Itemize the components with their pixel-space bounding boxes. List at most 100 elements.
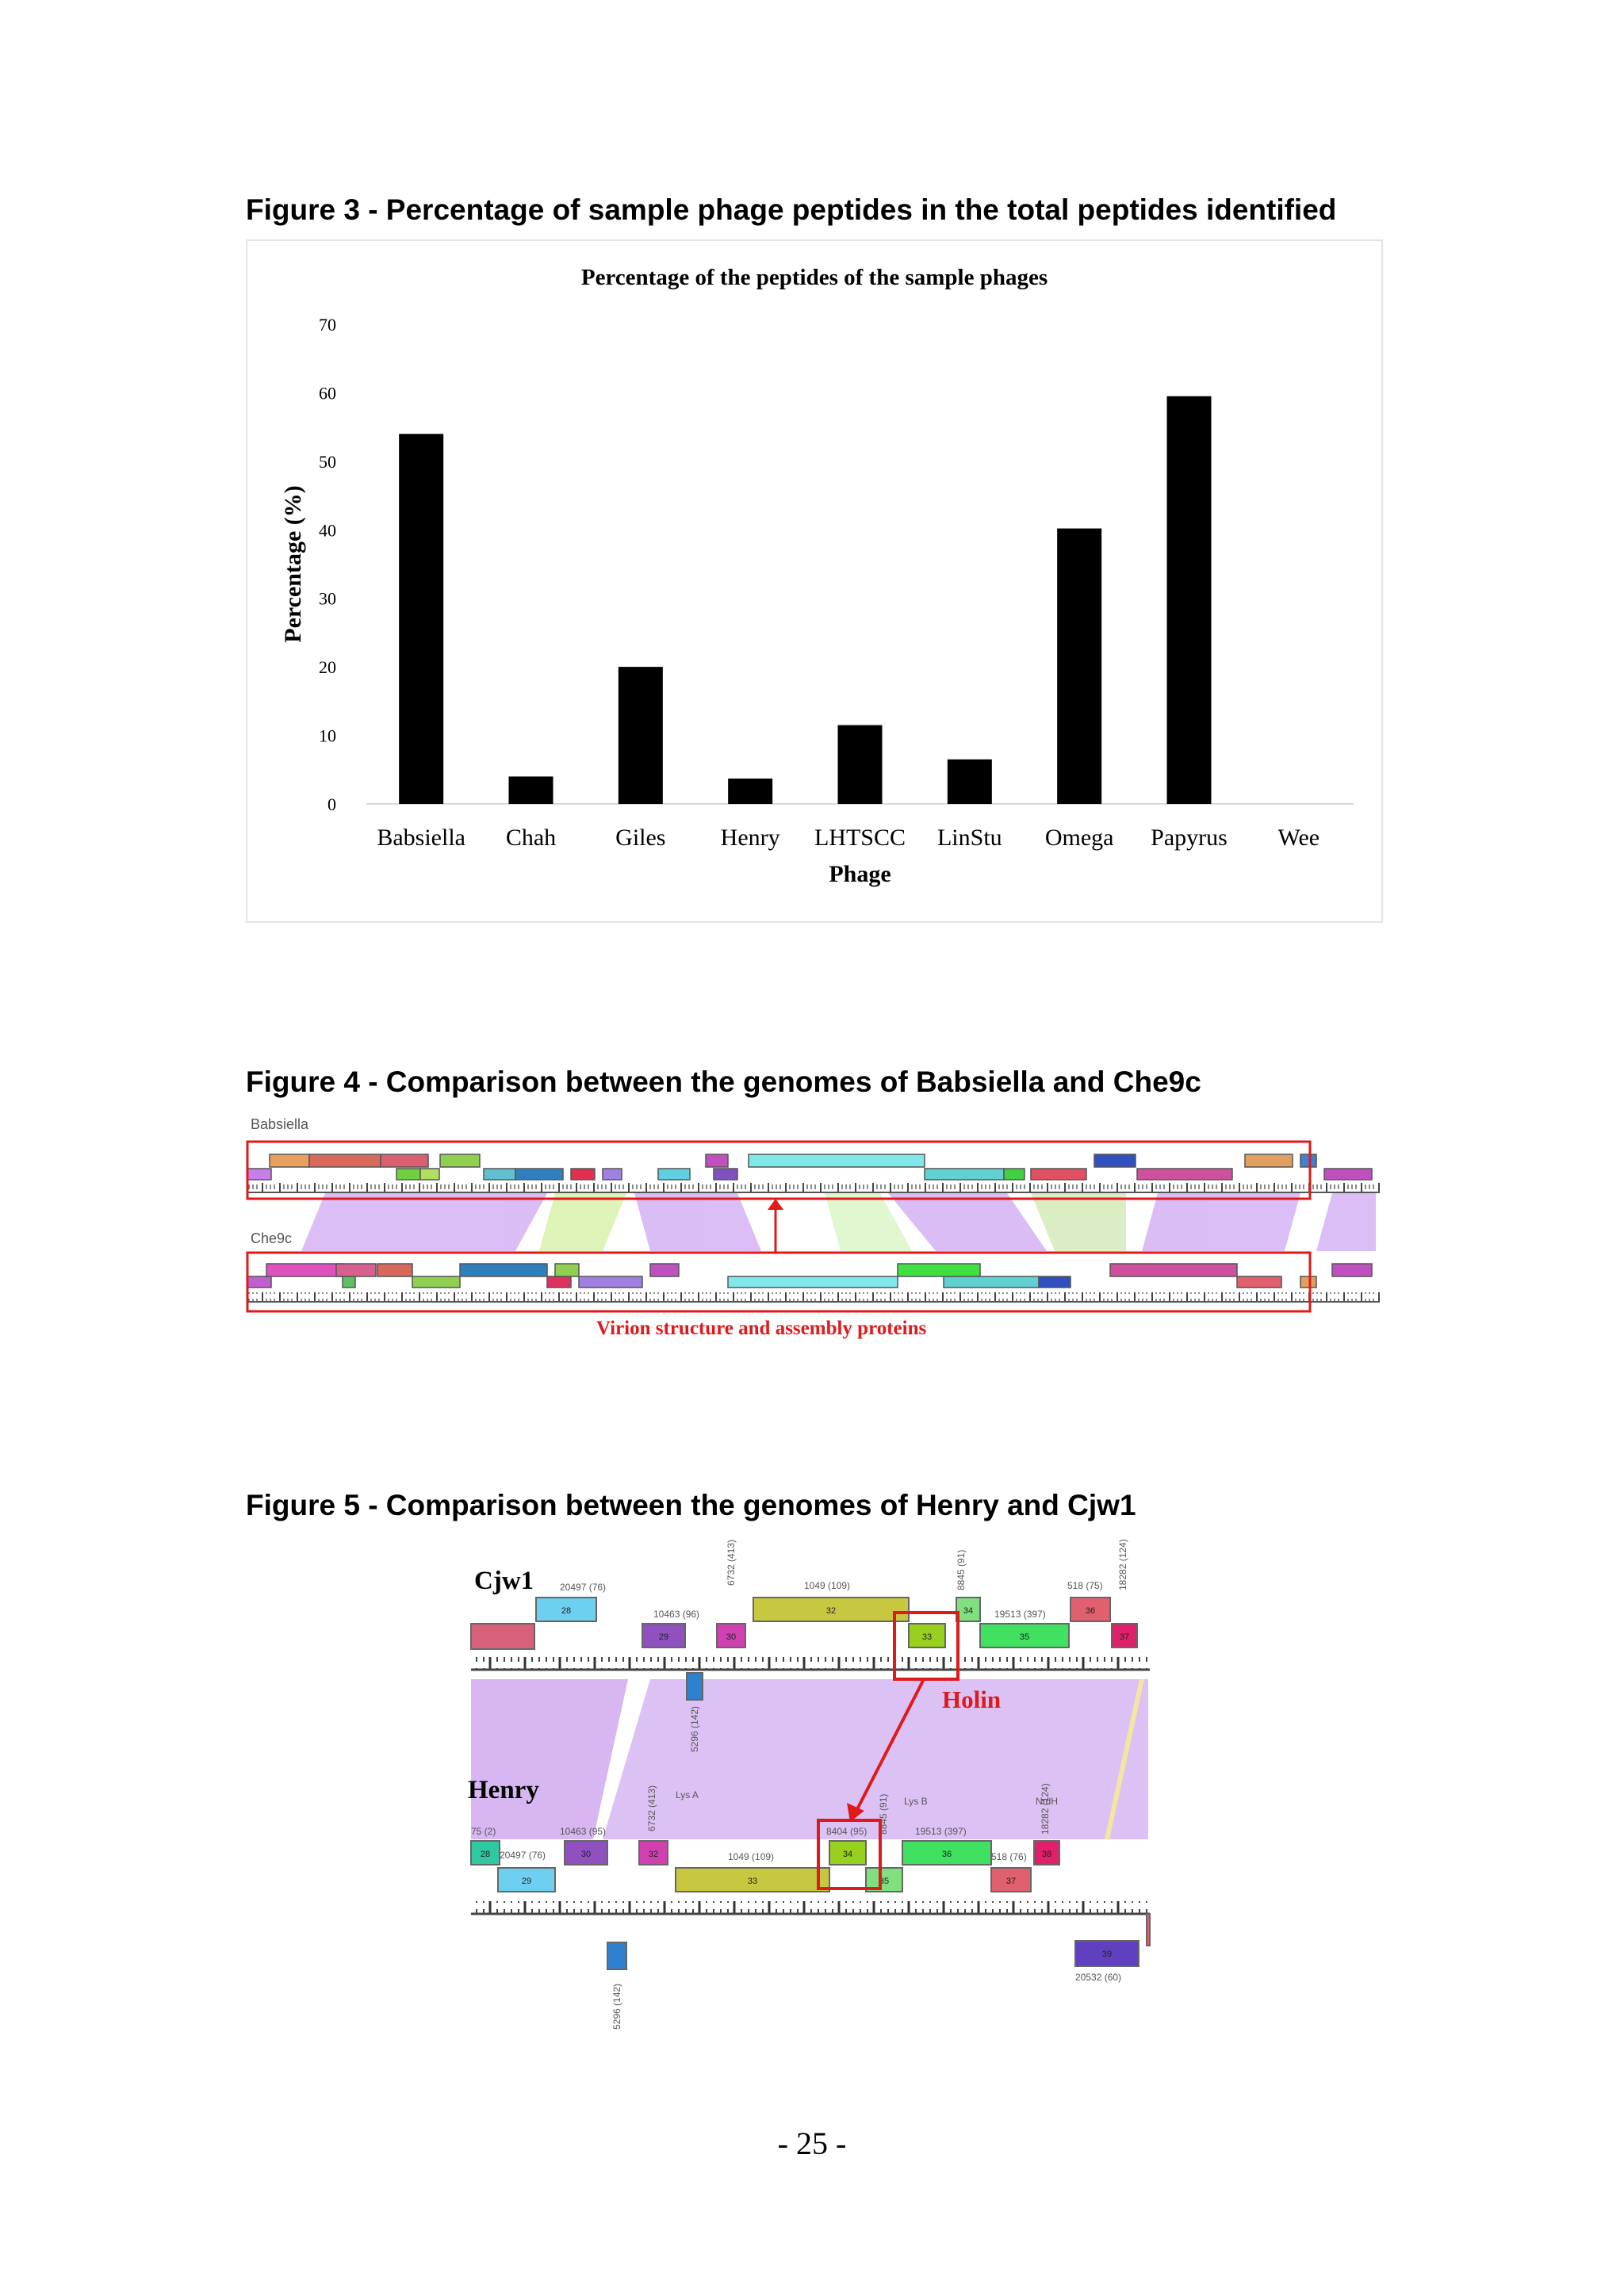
svg-text:1049 (109): 1049 (109) (728, 1851, 774, 1862)
svg-text:29: 29 (659, 1632, 668, 1642)
henry-genes (470, 1840, 1151, 1970)
bar-henry (728, 779, 773, 804)
y-tick-label: 50 (319, 452, 336, 472)
page-number: - 25 - (777, 2126, 847, 2161)
svg-text:19513 (397): 19513 (397) (915, 1826, 967, 1837)
holin-arrow-line (855, 1680, 925, 1812)
svg-text:32: 32 (826, 1606, 836, 1616)
genome-label-henry: Henry (468, 1776, 539, 1804)
svg-text:Lys A: Lys A (676, 1789, 699, 1800)
holin-box-henry (817, 1819, 882, 1890)
svg-text:10463 (96): 10463 (96) (653, 1609, 699, 1620)
y-tick-label: 60 (319, 383, 336, 403)
ruler-cjw1 (471, 1657, 1150, 1670)
svg-text:518 (75): 518 (75) (1067, 1580, 1103, 1591)
svg-text:32: 32 (649, 1850, 658, 1859)
bar-chart: Percentage of the peptides of the sample… (280, 265, 1354, 887)
chart-title: Percentage of the peptides of the sample… (581, 265, 1048, 290)
arrow-head (768, 1199, 783, 1210)
svg-text:30: 30 (581, 1850, 591, 1859)
ruler-bottom (247, 1292, 1380, 1302)
x-tick-label: LinStu (937, 825, 1002, 851)
svg-text:10463 (95): 10463 (95) (560, 1826, 606, 1837)
svg-text:Lys B: Lys B (904, 1796, 928, 1807)
y-tick-label: 0 (327, 794, 336, 814)
svg-text:19513 (397): 19513 (397) (994, 1609, 1046, 1620)
svg-text:8845 (91): 8845 (91) (956, 1550, 967, 1590)
y-tick-label: 40 (319, 520, 336, 540)
y-tick-label: 30 (319, 589, 336, 609)
svg-text:37: 37 (1006, 1877, 1016, 1886)
svg-text:33: 33 (922, 1632, 932, 1642)
holin-arrow-head (847, 1803, 864, 1822)
svg-text:5296 (142): 5296 (142) (611, 1984, 622, 2030)
svg-text:28: 28 (561, 1606, 571, 1616)
svg-text:33: 33 (748, 1877, 757, 1886)
svg-text:38: 38 (1042, 1850, 1051, 1859)
svg-text:34: 34 (963, 1606, 973, 1616)
svg-text:35: 35 (1020, 1632, 1029, 1642)
bar-babsiella (399, 434, 444, 804)
figure-4-caption: Figure 4 - Comparison between the genome… (246, 1066, 1201, 1098)
svg-text:34: 34 (843, 1850, 852, 1859)
svg-text:36: 36 (942, 1850, 952, 1859)
virion-annotation: Virion structure and assembly proteins (596, 1318, 927, 1339)
bar-chart-container: Percentage of the peptides of the sample… (246, 239, 1383, 923)
x-tick-label: Wee (1278, 825, 1320, 851)
highlight-box-top (246, 1140, 1312, 1200)
genome-label-cjw1: Cjw1 (474, 1567, 534, 1595)
y-tick-label: 10 (319, 726, 336, 746)
y-tick-label: 70 (319, 315, 336, 335)
svg-text:20497 (76): 20497 (76) (500, 1850, 546, 1861)
y-tick-label: 20 (319, 657, 336, 677)
y-axis-label: Percentage (%) (280, 485, 306, 643)
svg-text:NrdH: NrdH (1036, 1796, 1058, 1807)
svg-text:8845 (91): 8845 (91) (878, 1794, 889, 1835)
x-tick-label: Giles (615, 825, 665, 851)
figure-5-caption: Figure 5 - Comparison between the genome… (246, 1489, 1136, 1521)
svg-text:1049 (109): 1049 (109) (804, 1580, 850, 1591)
ruler-henry (471, 1901, 1150, 1914)
svg-text:18282 (124): 18282 (124) (1040, 1783, 1051, 1835)
bar-giles (618, 667, 663, 804)
svg-text:39: 39 (1102, 1950, 1112, 1959)
x-tick-label: Papyrus (1151, 825, 1228, 851)
svg-text:35: 35 (879, 1877, 889, 1886)
bar-papyrus (1166, 396, 1212, 804)
cjw1-genes (470, 1597, 1138, 1701)
svg-text:20532 (60): 20532 (60) (1075, 1972, 1121, 1983)
svg-text:29: 29 (522, 1877, 531, 1886)
svg-text:6732 (413): 6732 (413) (726, 1540, 737, 1586)
bar-chah (508, 776, 553, 804)
bar-lhtscc (837, 725, 883, 804)
genome-label-che9c: Che9c (251, 1230, 293, 1246)
che9c-genes (247, 1263, 1373, 1288)
svg-text:37: 37 (1120, 1632, 1129, 1642)
babsiella-genes (247, 1154, 1373, 1181)
x-tick-label: Babsiella (377, 825, 465, 851)
x-axis-label: Phage (829, 861, 891, 887)
similarity-shading (301, 1193, 1376, 1251)
x-tick-label: LHTSCC (814, 825, 906, 851)
holin-label: Holin (942, 1686, 1002, 1713)
similarity-shading-fig5 (471, 1678, 1148, 1840)
svg-text:20497 (76): 20497 (76) (560, 1582, 606, 1593)
svg-text:8404 (95): 8404 (95) (826, 1826, 867, 1837)
svg-text:36: 36 (1086, 1606, 1095, 1616)
x-tick-label: Omega (1045, 825, 1114, 851)
svg-text:18282 (124): 18282 (124) (1117, 1539, 1128, 1590)
figure-3-caption: Figure 3 - Percentage of sample phage pe… (246, 193, 1337, 226)
x-tick-label: Chah (506, 825, 556, 851)
x-tick-label: Henry (721, 825, 780, 851)
svg-text:5296 (142): 5296 (142) (689, 1706, 700, 1752)
svg-text:75 (2): 75 (2) (471, 1826, 496, 1837)
svg-text:6732 (413): 6732 (413) (646, 1785, 657, 1831)
ruler-top (247, 1183, 1380, 1192)
genome-label-babsiella: Babsiella (251, 1116, 309, 1132)
svg-text:30: 30 (726, 1632, 736, 1642)
bar-linstu (947, 759, 992, 804)
svg-text:28: 28 (481, 1850, 490, 1859)
bar-omega (1057, 528, 1102, 804)
holin-box-cjw1 (893, 1611, 959, 1681)
highlight-box-bottom (246, 1251, 1312, 1313)
